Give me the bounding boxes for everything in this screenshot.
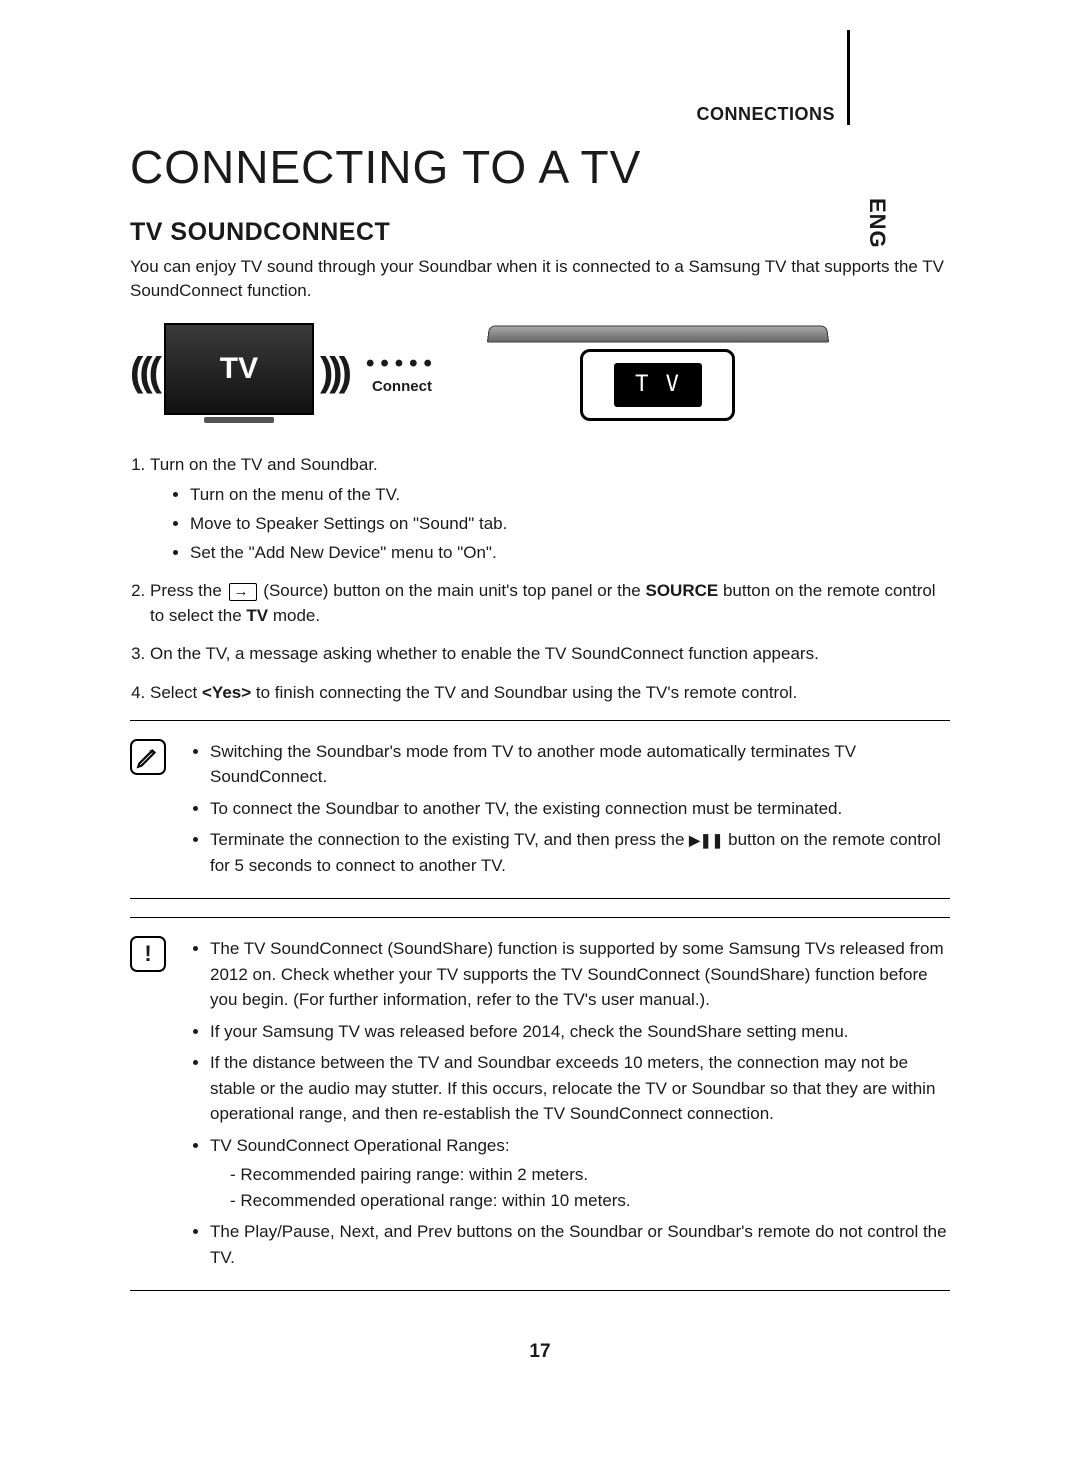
pencil-note-icon [130, 739, 166, 775]
steps-list: Turn on the TV and Soundbar. Turn on the… [130, 453, 950, 706]
soundbar-display-text: T V [635, 372, 681, 397]
step-2-end: mode. [273, 606, 320, 625]
note-1-item: To connect the Soundbar to another TV, t… [210, 796, 950, 822]
tv-stand [204, 417, 274, 423]
source-icon [229, 583, 257, 601]
wave-right-icon: ))) [320, 350, 348, 395]
tv-frame: TV [158, 323, 320, 423]
note-2-item: If your Samsung TV was released before 2… [210, 1019, 950, 1045]
soundbar-display: T V [614, 363, 702, 407]
soundbar-graphic: T V [488, 325, 828, 421]
tv-graphic: ((( TV ))) [130, 323, 348, 423]
note-2-item: The TV SoundConnect (SoundShare) functio… [210, 936, 950, 1013]
note-block-1: Switching the Soundbar's mode from TV to… [130, 720, 950, 900]
note-1-item: Switching the Soundbar's mode from TV to… [210, 739, 950, 790]
step-4-yes-bold: <Yes> [202, 683, 251, 702]
step-2-mid: (Source) button on the main unit's top p… [263, 581, 645, 600]
step-4-post: to finish connecting the TV and Soundbar… [256, 683, 797, 702]
connect-label: Connect [372, 378, 432, 395]
step-1-text: Turn on the TV and Soundbar. [150, 455, 378, 474]
play-pause-icon: ▶❚❚ [689, 830, 723, 851]
note-2-item: The Play/Pause, Next, and Prev buttons o… [210, 1219, 950, 1270]
tv-screen: TV [164, 323, 314, 415]
soundbar-display-frame: T V [580, 349, 735, 421]
note-2-list: The TV SoundConnect (SoundShare) functio… [190, 936, 950, 1276]
tv-screen-label: TV [220, 352, 258, 386]
note-1-list: Switching the Soundbar's mode from TV to… [190, 739, 950, 885]
wave-left-icon: ((( [130, 350, 158, 395]
note-2-item: TV SoundConnect Operational Ranges: Reco… [210, 1133, 950, 1214]
step-1-sub: Set the "Add New Device" menu to "On". [190, 541, 950, 566]
intro-paragraph: You can enjoy TV sound through your Soun… [130, 255, 950, 303]
connection-diagram: ((( TV ))) ••••• Connect T V [130, 323, 950, 423]
step-4-pre: Select [150, 683, 202, 702]
note-1-item: Terminate the connection to the existing… [210, 827, 950, 878]
step-2-pre: Press the [150, 581, 227, 600]
page-number: 17 [130, 1341, 950, 1363]
page-content: CONNECTING TO A TV TV SOUNDCONNECT You c… [0, 0, 1080, 1403]
note-2-item4-subs: Recommended pairing range: within 2 mete… [210, 1162, 950, 1213]
note-2-sub: Recommended pairing range: within 2 mete… [230, 1162, 950, 1188]
step-1-sub: Move to Speaker Settings on "Sound" tab. [190, 512, 950, 537]
note-2-item4-head: TV SoundConnect Operational Ranges: [210, 1136, 510, 1155]
step-2: Press the (Source) button on the main un… [150, 579, 950, 628]
dots-icon: ••••• [366, 350, 438, 378]
section-title: TV SOUNDCONNECT [130, 218, 950, 247]
note-2-item: If the distance between the TV and Sound… [210, 1050, 950, 1127]
step-1-subs: Turn on the menu of the TV. Move to Spea… [150, 483, 950, 565]
note-block-2: ! The TV SoundConnect (SoundShare) funct… [130, 917, 950, 1291]
step-3: On the TV, a message asking whether to e… [150, 642, 950, 667]
page-title: CONNECTING TO A TV [130, 140, 950, 194]
caution-note-icon: ! [130, 936, 166, 972]
soundbar-top [487, 325, 829, 342]
note-1-item3-pre: Terminate the connection to the existing… [210, 830, 689, 849]
step-2-source-bold: SOURCE [645, 581, 718, 600]
note-2-sub: Recommended operational range: within 10… [230, 1188, 950, 1214]
connect-indicator: ••••• Connect [366, 350, 438, 395]
step-1-sub: Turn on the menu of the TV. [190, 483, 950, 508]
step-4: Select <Yes> to finish connecting the TV… [150, 681, 950, 706]
step-1: Turn on the TV and Soundbar. Turn on the… [150, 453, 950, 566]
step-2-tv-bold: TV [246, 606, 268, 625]
